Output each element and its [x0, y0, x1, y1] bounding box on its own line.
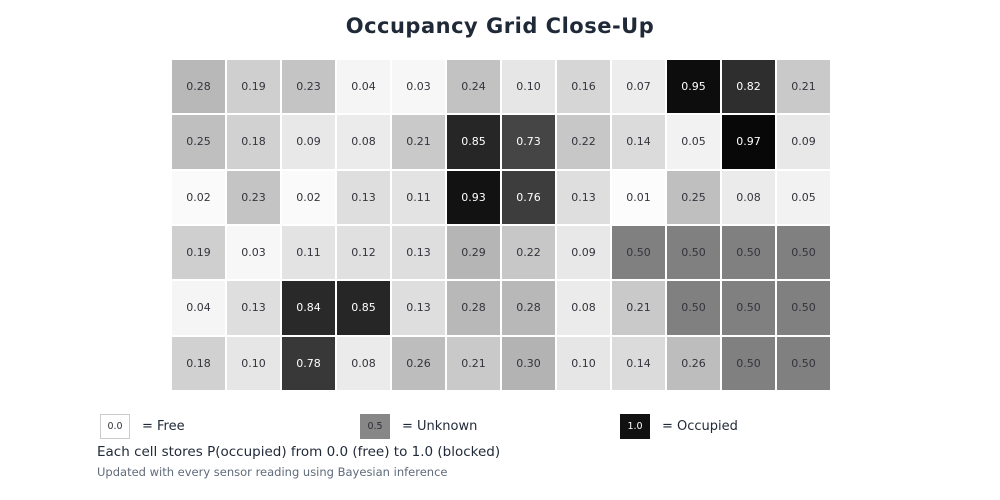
grid-cell: 0.11 [282, 225, 335, 280]
grid-cell: 0.50 [612, 225, 665, 280]
legend-swatch-unknown: 0.5 [360, 414, 390, 439]
legend-item-free: 0.0 = Free [100, 413, 185, 440]
grid-cell: 0.95 [667, 60, 720, 114]
grid-cell: 0.50 [722, 281, 775, 335]
grid-cell: 0.22 [502, 225, 555, 280]
grid-cell: 0.09 [777, 115, 830, 169]
grid-cell: 0.18 [172, 336, 225, 390]
grid-cell: 0.05 [777, 170, 830, 224]
grid-cell: 0.12 [337, 225, 390, 280]
grid-cell: 0.28 [172, 60, 225, 114]
grid-cell: 0.10 [227, 336, 280, 390]
grid-cell: 0.50 [777, 225, 830, 280]
grid-cell: 0.21 [777, 60, 830, 114]
grid-cell: 0.23 [227, 170, 280, 224]
grid-cell: 0.50 [667, 225, 720, 280]
grid-cell: 0.29 [447, 225, 500, 280]
grid-cell: 0.50 [777, 281, 830, 335]
grid-cell: 0.02 [282, 170, 335, 224]
grid-cell: 0.18 [227, 115, 280, 169]
grid-cell: 0.76 [502, 170, 555, 224]
grid-cell: 0.03 [227, 225, 280, 280]
footer-description: Each cell stores P(occupied) from 0.0 (f… [97, 444, 501, 460]
grid-cell: 0.13 [227, 281, 280, 335]
grid-cell: 0.11 [392, 170, 445, 224]
grid-cell: 0.97 [722, 115, 775, 169]
grid-cell: 0.93 [447, 170, 500, 224]
grid-cell: 0.05 [667, 115, 720, 169]
grid-cell: 0.21 [447, 336, 500, 390]
grid-cell: 0.50 [667, 281, 720, 335]
grid-cell: 0.13 [337, 170, 390, 224]
grid-cell: 0.50 [777, 336, 830, 390]
footer-subtext: Updated with every sensor reading using … [97, 465, 448, 479]
legend-label-unknown: = Unknown [402, 419, 478, 434]
grid-cell: 0.04 [172, 281, 225, 335]
grid-cell: 0.08 [337, 115, 390, 169]
legend-item-unknown: 0.5 = Unknown [360, 413, 477, 440]
grid-cell: 0.84 [282, 281, 335, 335]
grid-cell: 0.85 [337, 281, 390, 335]
grid-cell: 0.14 [612, 336, 665, 390]
grid-cell: 0.01 [612, 170, 665, 224]
grid-cell: 0.16 [557, 60, 610, 114]
grid-cell: 0.26 [392, 336, 445, 390]
grid-cell: 0.13 [392, 225, 445, 280]
grid-cell: 0.30 [502, 336, 555, 390]
grid-cell: 0.50 [722, 225, 775, 280]
grid-cell: 0.10 [502, 60, 555, 114]
grid-cell: 0.02 [172, 170, 225, 224]
grid-cell: 0.19 [172, 225, 225, 280]
grid-cell: 0.04 [337, 60, 390, 114]
grid-cell: 0.25 [667, 170, 720, 224]
grid-cell: 0.08 [722, 170, 775, 224]
grid-cell: 0.21 [612, 281, 665, 335]
grid-cell: 0.03 [392, 60, 445, 114]
grid-cell: 0.10 [557, 336, 610, 390]
grid-cell: 0.26 [667, 336, 720, 390]
occupancy-heatmap-grid: 0.28 0.19 0.23 0.04 0.03 0.24 0.10 0.16 0.07 0.95… [172, 60, 830, 390]
grid-cell: 0.24 [447, 60, 500, 114]
legend-item-occupied: 1.0 = Occupied [620, 413, 738, 440]
grid-cell: 0.19 [227, 60, 280, 114]
legend-swatch-free: 0.0 [100, 414, 130, 439]
legend-label-occupied: = Occupied [662, 419, 738, 434]
grid-cell: 0.78 [282, 336, 335, 390]
grid-cell: 0.08 [557, 281, 610, 335]
grid-cell: 0.21 [392, 115, 445, 169]
grid-cell: 0.50 [722, 336, 775, 390]
grid-cell: 0.13 [557, 170, 610, 224]
grid-cell: 0.28 [447, 281, 500, 335]
grid-cell: 0.14 [612, 115, 665, 169]
grid-cell: 0.85 [447, 115, 500, 169]
grid-cell: 0.13 [392, 281, 445, 335]
page-title: Occupancy Grid Close-Up [345, 14, 655, 38]
grid-cell: 0.23 [282, 60, 335, 114]
grid-cell: 0.28 [502, 281, 555, 335]
grid-cell: 0.73 [502, 115, 555, 169]
legend-swatch-occupied: 1.0 [620, 414, 650, 439]
grid-cell: 0.82 [722, 60, 775, 114]
grid-cell: 0.08 [337, 336, 390, 390]
grid-cell: 0.07 [612, 60, 665, 114]
grid-cell: 0.25 [172, 115, 225, 169]
grid-cell: 0.09 [282, 115, 335, 169]
legend-label-free: = Free [142, 419, 185, 434]
grid-cell: 0.09 [557, 225, 610, 280]
grid-cell: 0.22 [557, 115, 610, 169]
